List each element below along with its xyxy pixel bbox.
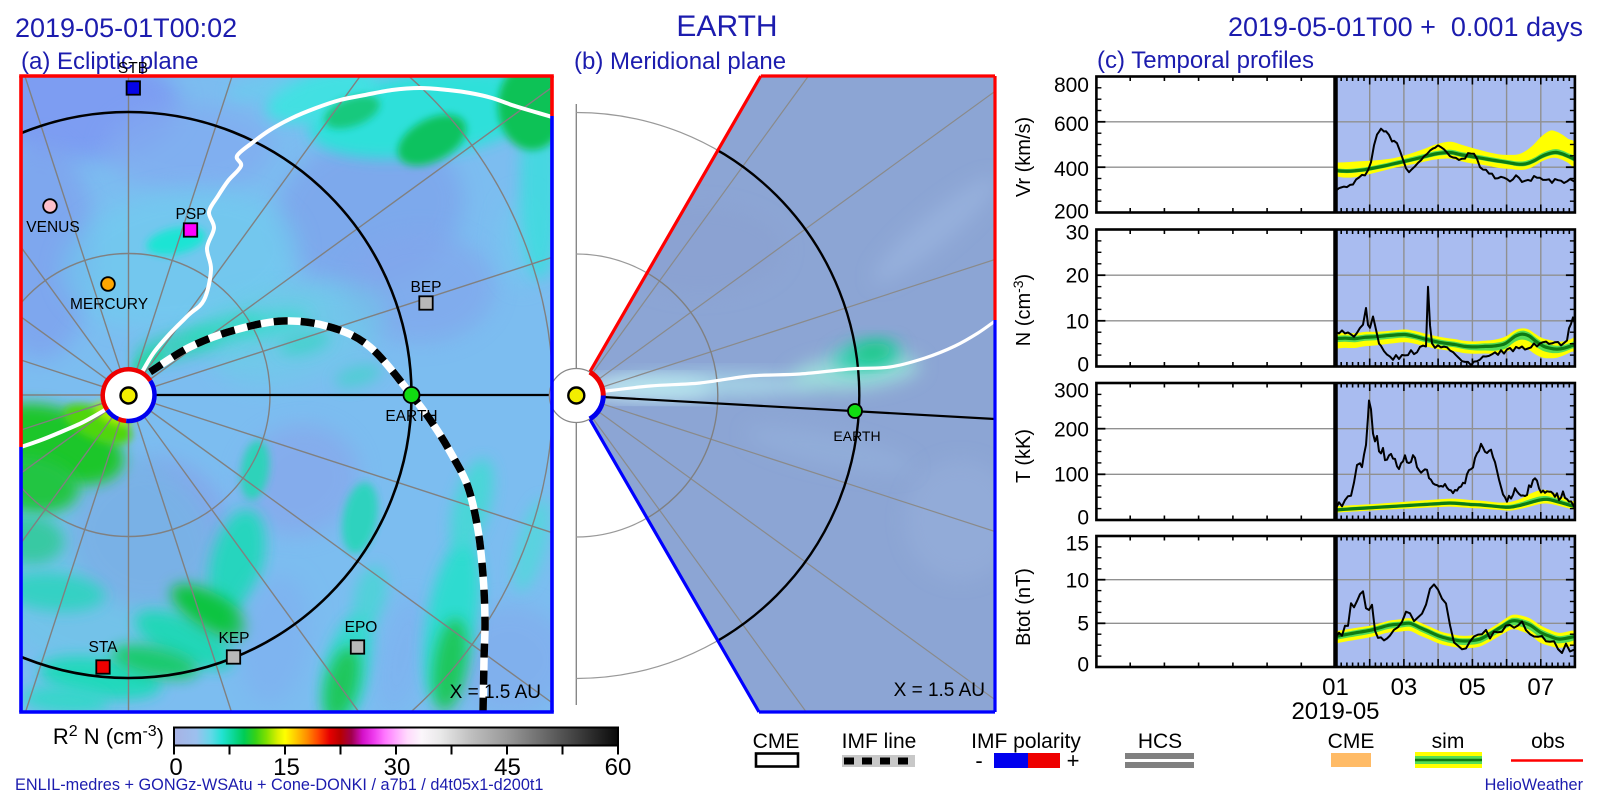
svg-text:30: 30	[1066, 222, 1089, 245]
svg-text:+: +	[1067, 748, 1080, 773]
svg-text:T (kK): T (kK)	[1013, 429, 1035, 483]
svg-text:EPO: EPO	[345, 619, 378, 636]
svg-text:IMF line: IMF line	[842, 730, 917, 753]
svg-text:01: 01	[1322, 674, 1349, 701]
svg-text:(a) Ecliptic plane: (a) Ecliptic plane	[21, 48, 198, 75]
svg-text:Btot (nT): Btot (nT)	[1013, 568, 1035, 646]
svg-text:300: 300	[1054, 380, 1089, 403]
svg-text:EARTH: EARTH	[833, 428, 880, 444]
svg-text:15: 15	[1066, 533, 1089, 556]
svg-text:07: 07	[1527, 674, 1554, 701]
svg-text:VENUS: VENUS	[26, 219, 79, 236]
svg-text:30: 30	[384, 754, 411, 781]
svg-text:-: -	[975, 748, 982, 773]
svg-text:03: 03	[1391, 674, 1418, 701]
svg-text:sim: sim	[1432, 730, 1465, 753]
svg-text:0: 0	[1077, 354, 1089, 377]
svg-text:0: 0	[1077, 654, 1089, 677]
svg-text:15: 15	[273, 754, 300, 781]
svg-text:0: 0	[169, 754, 182, 781]
svg-text:BEP: BEP	[410, 279, 441, 296]
svg-text:X = 1.5 AU: X = 1.5 AU	[894, 680, 985, 701]
svg-text:EARTH: EARTH	[676, 10, 777, 43]
svg-text:STA: STA	[89, 639, 119, 656]
svg-text:2019-05-01T00:02: 2019-05-01T00:02	[15, 13, 237, 43]
svg-text:60: 60	[605, 754, 632, 781]
svg-text:400: 400	[1054, 158, 1089, 181]
svg-text:ENLIL-medres + GONGz-WSAtu + C: ENLIL-medres + GONGz-WSAtu + Cone-DONKI …	[15, 776, 543, 794]
svg-text:200: 200	[1054, 201, 1089, 224]
svg-text:100: 100	[1054, 464, 1089, 487]
svg-text:2019-05-01T00 + 0.001 days: 2019-05-01T00 + 0.001 days	[1228, 12, 1583, 42]
svg-text:X = 1.5 AU: X = 1.5 AU	[450, 682, 541, 703]
svg-text:(b) Meridional plane: (b) Meridional plane	[574, 48, 786, 75]
svg-text:10: 10	[1066, 570, 1089, 593]
svg-text:Vr (km/s): Vr (km/s)	[1013, 117, 1035, 197]
svg-text:2019-05: 2019-05	[1291, 698, 1379, 725]
svg-text:R2 N (cm-3): R2 N (cm-3)	[53, 723, 164, 749]
svg-text:PSP: PSP	[175, 206, 206, 223]
svg-text:20: 20	[1066, 265, 1089, 288]
svg-text:(c) Temporal profiles: (c) Temporal profiles	[1097, 47, 1314, 74]
svg-text:HCS: HCS	[1138, 730, 1182, 753]
svg-text:10: 10	[1066, 311, 1089, 334]
svg-text:CME: CME	[1328, 730, 1375, 753]
svg-text:5: 5	[1077, 613, 1089, 636]
svg-text:600: 600	[1054, 113, 1089, 136]
svg-text:05: 05	[1459, 674, 1486, 701]
svg-text:IMF polarity: IMF polarity	[971, 730, 1081, 753]
svg-text:45: 45	[494, 754, 521, 781]
svg-text:200: 200	[1054, 419, 1089, 442]
svg-text:HelioWeather: HelioWeather	[1485, 776, 1584, 794]
svg-text:N (cm-3): N (cm-3)	[1010, 274, 1035, 346]
svg-text:800: 800	[1054, 74, 1089, 97]
svg-text:MERCURY: MERCURY	[70, 296, 148, 313]
svg-text:CME: CME	[753, 730, 800, 753]
svg-text:KEP: KEP	[218, 630, 249, 647]
svg-text:STB: STB	[118, 60, 148, 77]
svg-text:EARTH: EARTH	[385, 408, 437, 425]
svg-text:obs: obs	[1531, 730, 1565, 753]
svg-text:0: 0	[1077, 507, 1089, 530]
